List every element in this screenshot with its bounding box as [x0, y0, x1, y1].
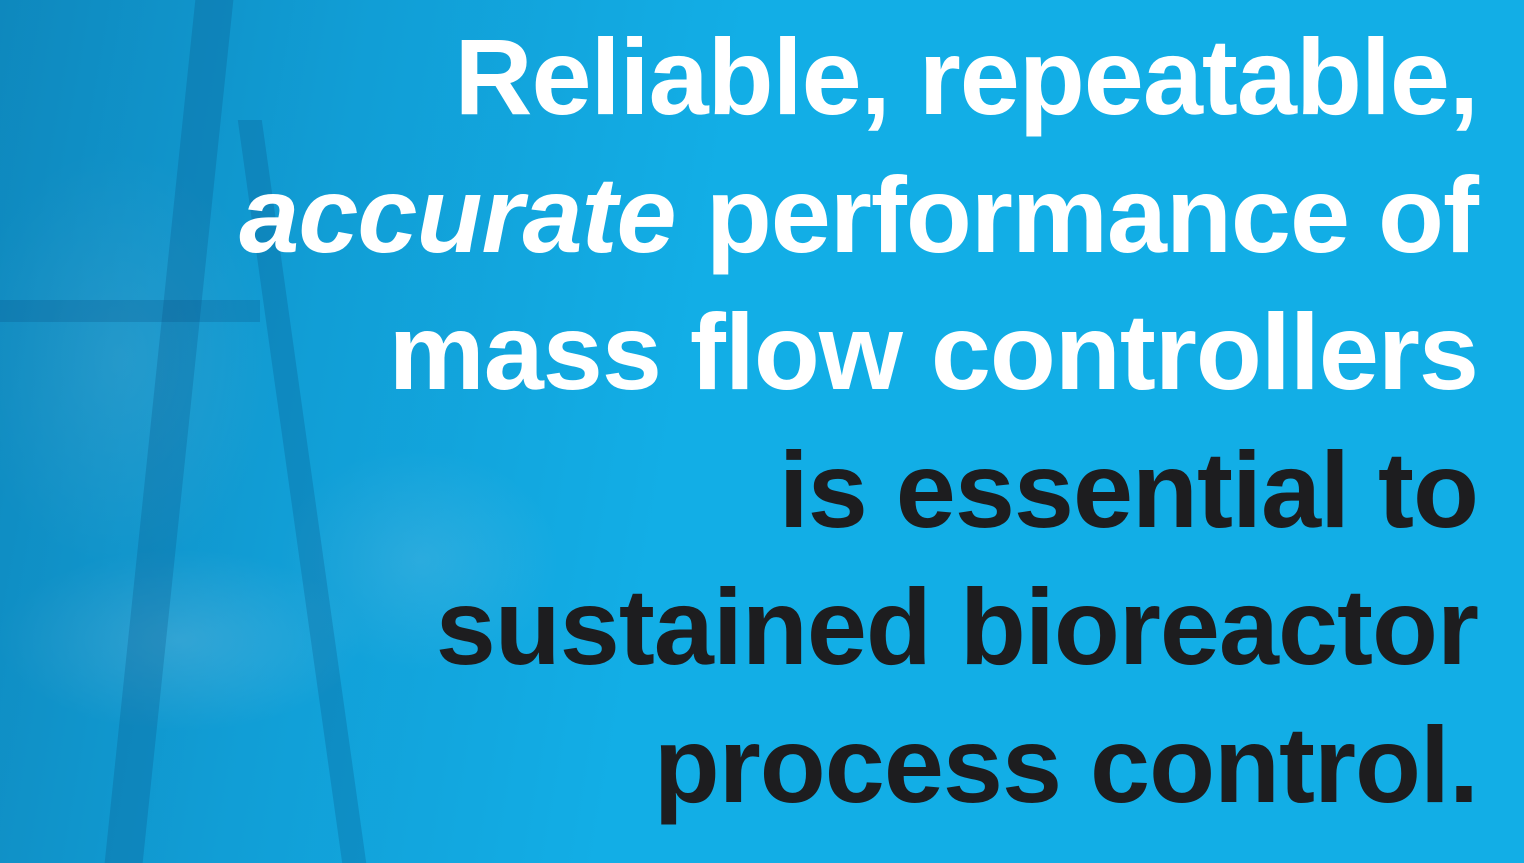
- banner: Reliable, repeatable, accurate performance…: [0, 0, 1524, 863]
- headline-text: accurate: [239, 154, 675, 275]
- headline-line: process control.: [239, 696, 1478, 834]
- headline-text: is essential to: [779, 429, 1478, 550]
- headline-line: Reliable, repeatable,: [239, 8, 1478, 146]
- headline-line: mass flow controllers: [239, 283, 1478, 421]
- headline-text: sustained bioreactor: [436, 566, 1478, 687]
- pipe-shape: [0, 300, 260, 322]
- headline-line: accurate performance of: [239, 146, 1478, 284]
- headline-line: is essential to: [239, 421, 1478, 559]
- headline-text: Reliable, repeatable,: [455, 16, 1478, 137]
- headline-line: sustained bioreactor: [239, 558, 1478, 696]
- headline-text: process control.: [654, 704, 1478, 825]
- headline: Reliable, repeatable, accurate performance…: [239, 8, 1478, 833]
- headline-text: performance of: [706, 154, 1478, 275]
- headline-text: mass flow controllers: [389, 291, 1478, 412]
